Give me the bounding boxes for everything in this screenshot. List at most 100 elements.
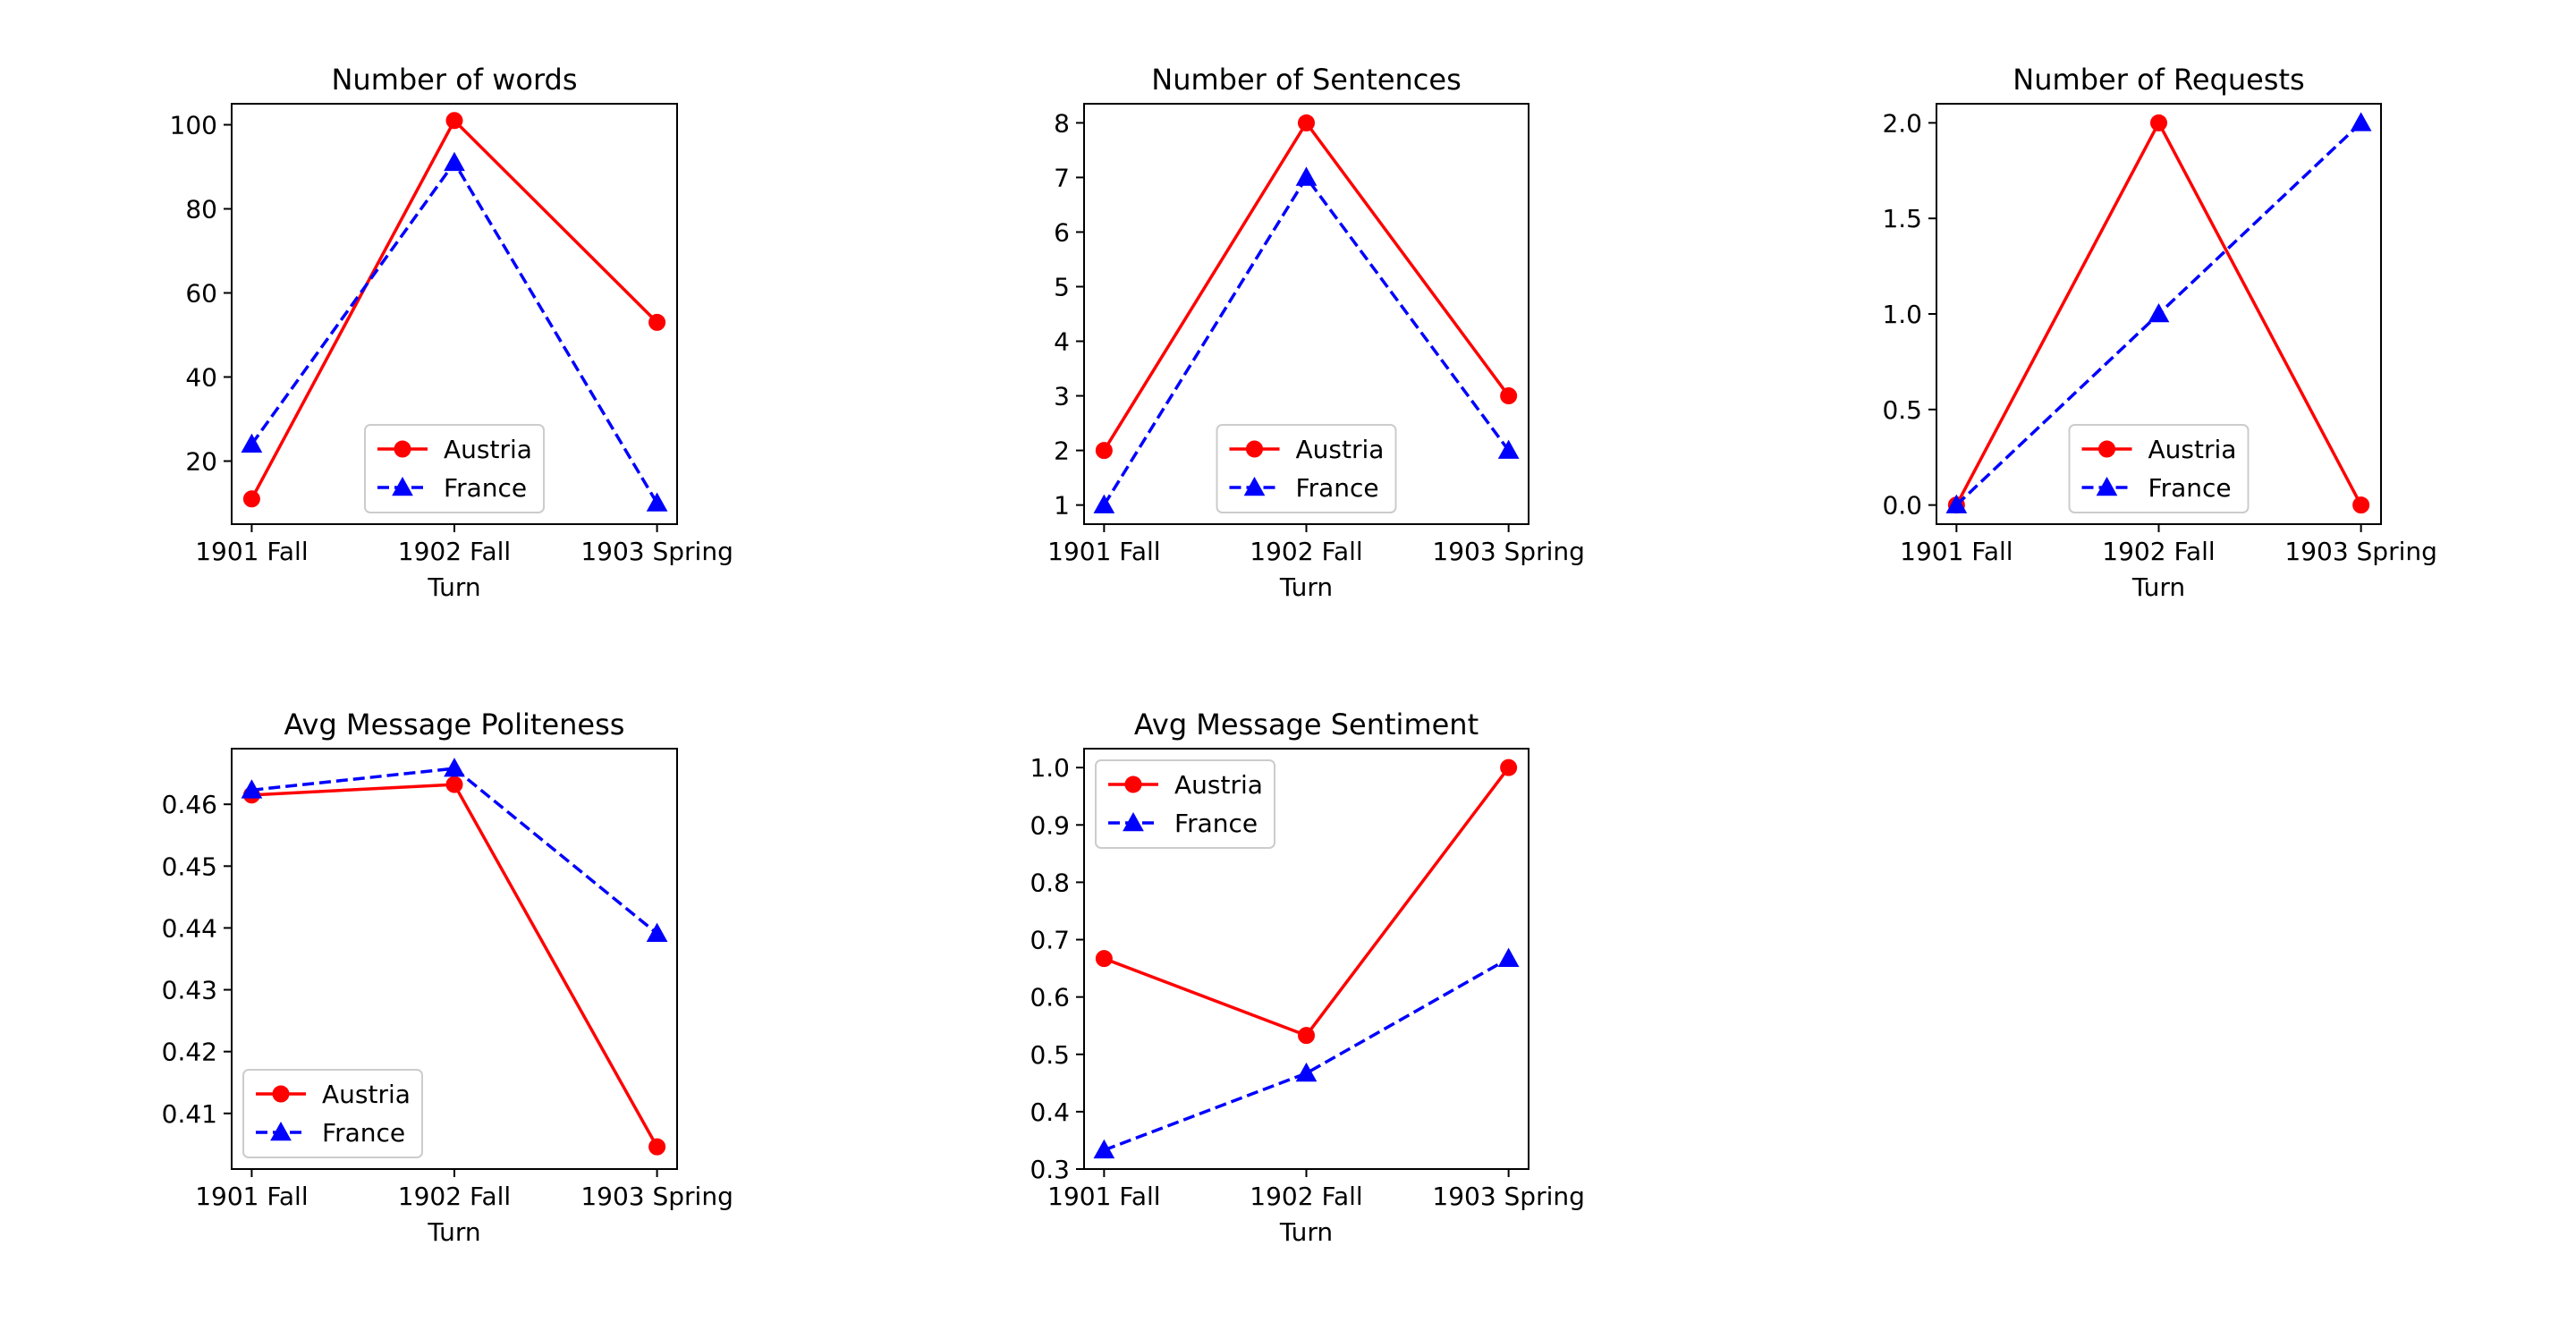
chart-title: Avg Message Sentiment (1134, 708, 1479, 742)
legend-marker-france (392, 476, 413, 496)
y-tick-label: 0.7 (1030, 926, 1070, 955)
chart-title: Number of Requests (2012, 63, 2304, 97)
data-point-austria-2 (1298, 1027, 1315, 1045)
data-point-france-1 (241, 433, 263, 453)
data-point-france-2 (1295, 166, 1318, 186)
legend-label-france: France (2148, 473, 2232, 503)
data-point-austria-1 (1095, 950, 1113, 968)
legend-marker-france (1243, 476, 1266, 496)
series-line-france (1103, 957, 1510, 1152)
legend: Austria France (1216, 424, 1397, 513)
data-point-austria-1 (1095, 442, 1113, 460)
y-tick-label: 1 (1054, 491, 1070, 521)
data-point-austria-2 (2150, 114, 2167, 131)
legend: Austria France (1095, 759, 1275, 849)
data-point-austria-2 (1298, 114, 1315, 131)
y-tick-label: 0.44 (162, 913, 217, 943)
x-axis-label: Turn (1279, 572, 1333, 602)
legend-marker-austria (394, 440, 411, 458)
y-tick-label: 20 (185, 447, 217, 477)
y-tick-label: 0.45 (162, 852, 217, 881)
y-tick-label: 4 (1054, 327, 1070, 357)
legend-label-austria: Austria (2148, 435, 2237, 464)
y-tick-label: 1.5 (1882, 204, 1922, 233)
data-point-france-3 (646, 922, 668, 942)
legend-label-austria: Austria (1174, 770, 1263, 800)
legend-label-austria: Austria (1296, 435, 1385, 464)
y-tick-label: 3 (1054, 382, 1070, 411)
legend-label-austria: Austria (322, 1080, 411, 1109)
data-point-france-3 (1497, 439, 1520, 459)
x-tick-label: 1902 Fall (1250, 1182, 1362, 1211)
series-line-france (251, 767, 658, 936)
y-tick-label: 100 (170, 111, 217, 140)
legend-marker-austria (1124, 775, 1142, 793)
data-point-austria-3 (1500, 387, 1518, 405)
y-tick-label: 2.0 (1882, 108, 1922, 138)
y-tick-label: 0.42 (162, 1038, 217, 1067)
y-tick-label: 5 (1054, 272, 1070, 301)
data-point-austria-3 (1500, 758, 1518, 776)
y-tick-label: 0.43 (162, 976, 217, 1005)
data-point-france-1 (1945, 494, 1968, 513)
y-tick-label: 0.46 (162, 790, 217, 819)
data-point-france-1 (1093, 1139, 1115, 1159)
y-tick-label: 0.5 (1882, 395, 1922, 425)
data-point-france-3 (646, 492, 668, 512)
data-point-austria-3 (648, 313, 666, 331)
legend: Austria France (2068, 424, 2250, 513)
legend: Austria France (242, 1069, 423, 1158)
x-tick-label: 1901 Fall (195, 537, 308, 566)
legend-marker-france (1123, 811, 1144, 832)
legend-marker-austria (2098, 440, 2115, 458)
legend-label-france: France (1174, 809, 1258, 838)
data-point-france-1 (1093, 494, 1115, 513)
legend-label-france: France (1296, 473, 1379, 503)
legend: Austria France (364, 424, 545, 513)
chart-title: Number of words (331, 63, 577, 97)
chart-title: Number of Sentences (1151, 63, 1461, 97)
x-tick-label: 1903 Spring (2284, 537, 2437, 566)
y-tick-label: 1.0 (1882, 300, 1922, 329)
x-tick-label: 1903 Spring (580, 1182, 733, 1211)
x-tick-label: 1902 Fall (1250, 537, 1362, 566)
y-tick-label: 1.0 (1030, 753, 1070, 783)
x-axis-label: Turn (427, 572, 480, 602)
data-point-france-1 (241, 779, 263, 799)
data-point-austria-3 (2352, 496, 2370, 514)
x-tick-label: 1902 Fall (398, 537, 511, 566)
x-axis-label: Turn (427, 1217, 480, 1247)
y-tick-label: 0.0 (1882, 491, 1922, 521)
y-tick-label: 0.9 (1030, 810, 1070, 840)
y-tick-label: 80 (185, 195, 217, 225)
data-point-france-2 (2148, 302, 2170, 323)
chart-panel-2: 1901 Fall 1902 Fall 1903 Spring 1 2 3 4 5 6 7 8 Num… (1047, 63, 1585, 602)
data-point-austria-3 (648, 1138, 666, 1156)
y-tick-label: 60 (185, 279, 217, 309)
legend-marker-france (270, 1121, 292, 1141)
x-axis-label: Turn (1279, 1217, 1333, 1247)
x-tick-label: 1903 Spring (580, 537, 733, 566)
x-tick-label: 1901 Fall (1047, 1182, 1160, 1211)
y-tick-label: 0.6 (1030, 983, 1070, 1013)
legend-label-france: France (322, 1118, 405, 1148)
data-point-france-3 (2350, 112, 2372, 131)
data-point-france-2 (444, 151, 465, 172)
chart-title: Avg Message Politeness (284, 708, 625, 742)
data-point-france-2 (444, 758, 465, 777)
x-axis-label: Turn (2131, 572, 2185, 602)
y-tick-label: 40 (185, 363, 217, 393)
data-point-austria-1 (242, 490, 260, 508)
legend-label-france: France (444, 473, 527, 503)
x-tick-label: 1901 Fall (1047, 537, 1160, 566)
chart-panel-4: 1901 Fall 1902 Fall 1903 Spring 0.41 0.42 0.4… (162, 708, 733, 1247)
data-point-austria-2 (445, 775, 463, 793)
y-tick-label: 0.41 (162, 1099, 217, 1129)
y-tick-label: 2 (1054, 436, 1070, 466)
y-tick-label: 8 (1054, 108, 1070, 138)
x-tick-label: 1902 Fall (2102, 537, 2215, 566)
y-tick-label: 6 (1054, 217, 1070, 247)
x-tick-label: 1901 Fall (1900, 537, 2012, 566)
x-tick-label: 1901 Fall (195, 1182, 308, 1211)
legend-marker-france (2096, 476, 2118, 496)
